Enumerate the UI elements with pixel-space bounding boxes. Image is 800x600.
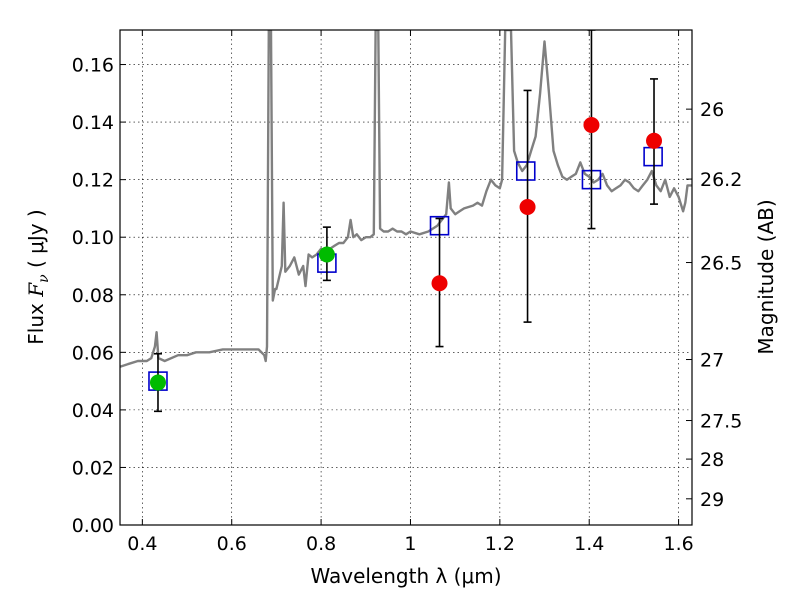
plot-area: [120, 30, 692, 413]
x-tick-label: 1.2: [485, 533, 515, 555]
right-tick-label: 27.5: [700, 411, 742, 433]
y-tick-label: 0.00: [72, 515, 114, 537]
x-tick-label: 1.4: [574, 533, 604, 555]
model-photometry-square: [515, 161, 536, 181]
y-tick-label: 0.08: [72, 285, 114, 307]
observed-flux-point: [583, 116, 600, 133]
observed-flux-point: [431, 275, 448, 292]
axis-ticks: 0.4 0.6 0.8 1 1.2 1.4 1.6 0.00 0.02 0.04 0.06 0.08 0…: [72, 30, 742, 555]
observed-flux-point: [519, 198, 536, 215]
y-axis-label-symbol: F: [24, 282, 48, 298]
grid-lines: [120, 30, 692, 526]
x-tick-label: 1.6: [663, 533, 693, 555]
y-axis-label: Flux Fν ( μJy ): [24, 209, 52, 344]
template-spectrum-line: [120, 30, 692, 368]
right-tick-label: 26.5: [700, 253, 742, 275]
observed-flux-point: [318, 246, 335, 263]
right-tick-label: 27: [700, 350, 724, 372]
y-axis-label-units: ( μJy ): [24, 209, 48, 274]
y-tick-label: 0.12: [72, 170, 114, 192]
observed-flux-point: [646, 132, 663, 149]
x-tick-label: 0.4: [127, 533, 157, 555]
right-tick-label: 26.2: [700, 169, 742, 191]
y-axis-label-text: Flux: [24, 297, 48, 345]
y-tick-label: 0.10: [72, 227, 114, 249]
y-tick-label: 0.06: [72, 342, 114, 364]
right-tick-label: 28: [700, 449, 724, 471]
y-tick-label: 0.04: [72, 400, 114, 422]
right-tick-label: 26: [700, 99, 724, 121]
y-tick-label: 0.14: [72, 112, 114, 134]
x-axis-label: Wavelength λ (μm): [310, 564, 501, 588]
y-axis-label-subscript: ν: [36, 274, 52, 283]
y-tick-label: 0.02: [72, 457, 114, 479]
x-tick-label: 0.8: [306, 533, 336, 555]
model-photometry-square: [643, 146, 663, 167]
observed-flux-point: [149, 374, 166, 391]
right-tick-label: 29: [700, 489, 724, 511]
x-tick-label: 0.6: [217, 533, 247, 555]
plot-frame: [119, 29, 693, 526]
y-tick-label: 0.16: [72, 55, 114, 77]
right-axis-label: Magnitude (AB): [754, 199, 778, 354]
x-tick-label: 1: [404, 533, 416, 555]
